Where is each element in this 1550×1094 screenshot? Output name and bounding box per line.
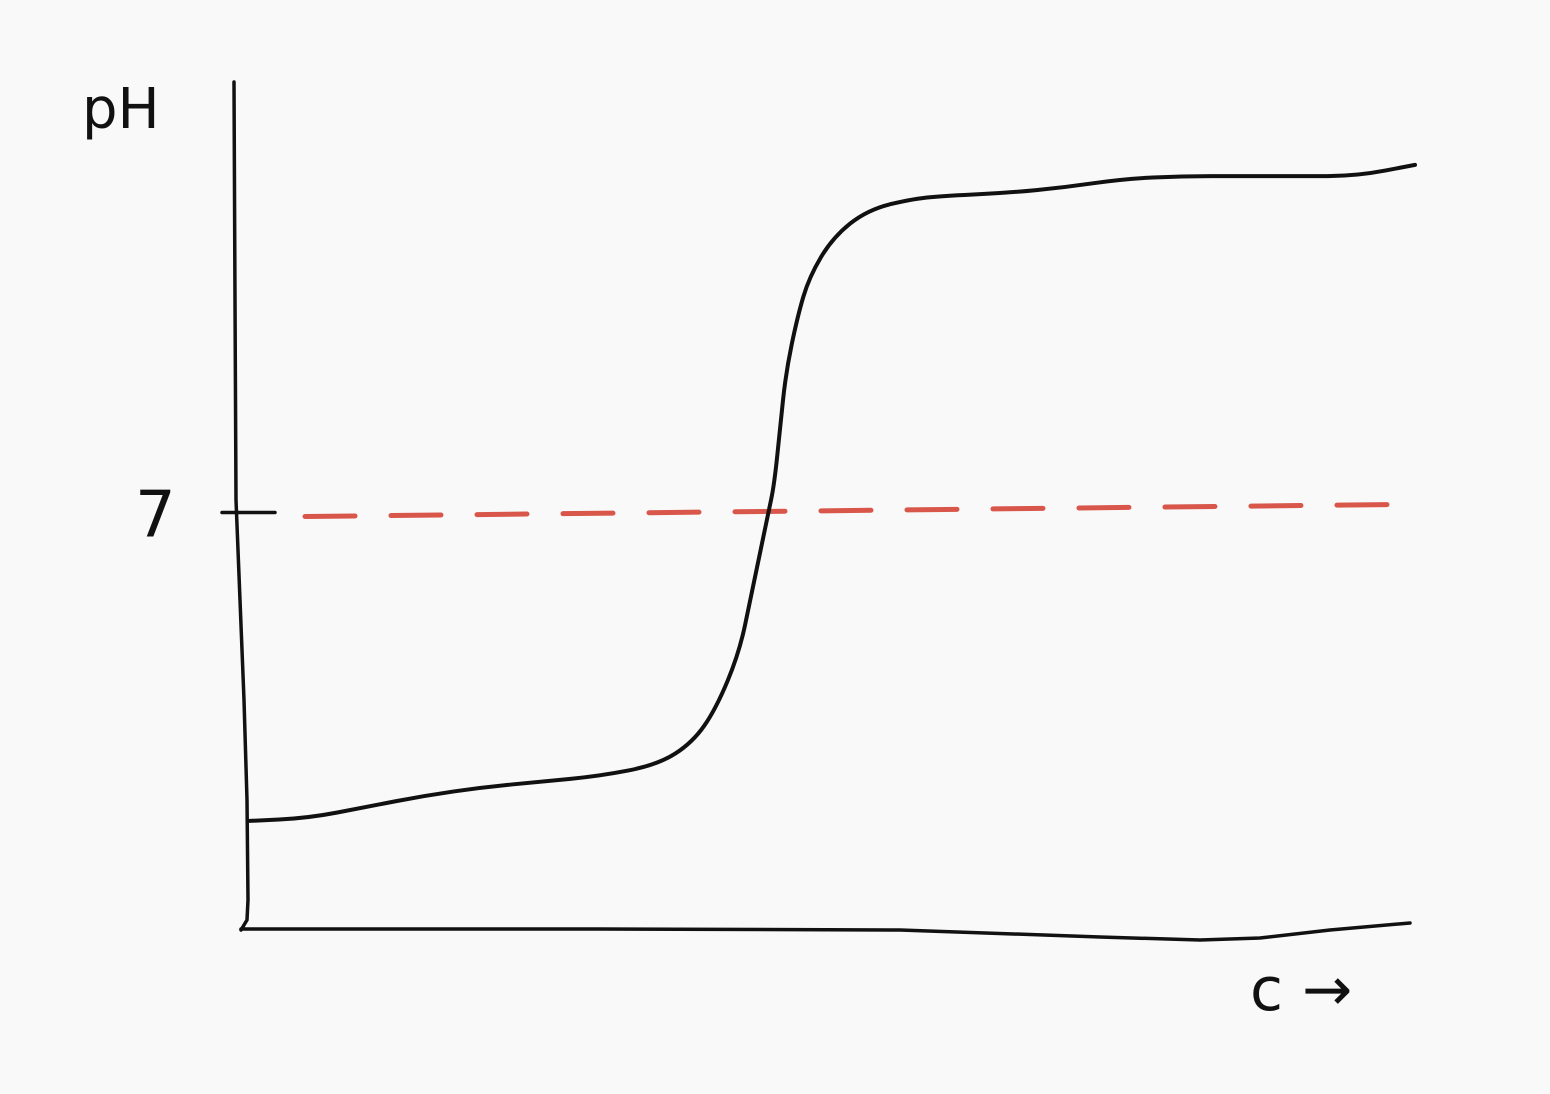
- series-line-0: [248, 162, 1417, 823]
- series-group: [248, 162, 1417, 823]
- x-axis: [239, 921, 1412, 942]
- y-axis-label: pH: [82, 77, 160, 142]
- x-axis-label: c →: [1250, 955, 1352, 1025]
- y-ticks: 7: [135, 479, 277, 553]
- y-axis: [232, 80, 250, 932]
- y-tick-label-0: 7: [135, 479, 176, 553]
- reference-line-ph7: [302, 502, 1398, 519]
